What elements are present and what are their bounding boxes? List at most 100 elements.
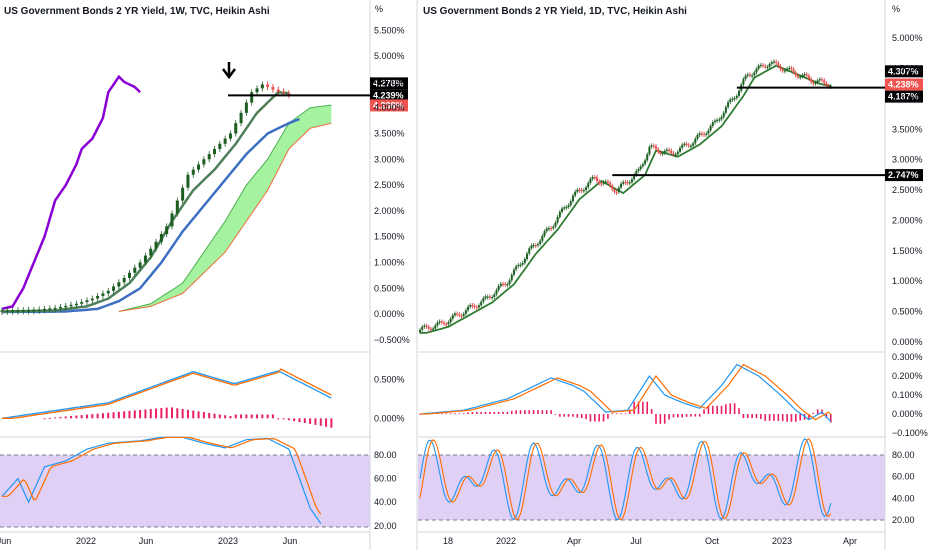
right-candle xyxy=(689,145,692,147)
right-macd-bar xyxy=(510,410,513,414)
right-candle xyxy=(654,146,657,149)
right-price-tag-label: 2.747% xyxy=(888,170,919,180)
right-candle xyxy=(733,98,736,100)
right-macd-bar xyxy=(637,401,640,414)
right-candle xyxy=(624,181,627,184)
right-macd-bar xyxy=(663,414,666,424)
right-candle xyxy=(716,119,719,122)
right-macd-bar xyxy=(764,414,767,421)
right-macd-bar xyxy=(751,414,753,419)
left-macd-bar xyxy=(70,416,73,419)
left-candle xyxy=(276,89,280,92)
left-macd-bar xyxy=(176,408,179,419)
right-macd-bar xyxy=(677,414,679,418)
right-macd-tick: 0.200% xyxy=(892,371,923,381)
left-macd-bar xyxy=(202,412,205,419)
right-candle xyxy=(598,180,601,184)
right-candle xyxy=(668,149,671,151)
left-macd-bar xyxy=(117,411,120,419)
right-chart-title: US Government Bonds 2 YR Yield, 1D, TVC,… xyxy=(423,6,687,17)
right-candle xyxy=(565,207,568,209)
left-candle xyxy=(11,310,15,312)
right-stoch-k-line xyxy=(419,438,832,521)
right-candle xyxy=(423,325,426,327)
left-macd-line xyxy=(1,370,332,419)
right-macd-bar xyxy=(589,414,592,422)
right-macd-bar xyxy=(462,413,465,415)
left-candle xyxy=(96,295,100,299)
right-macd-bar xyxy=(476,411,478,414)
left-candle xyxy=(106,290,110,294)
right-macd-bar xyxy=(777,414,780,421)
right-candle xyxy=(744,75,747,80)
left-macd-bar xyxy=(96,413,99,419)
left-stoch-tick: 20.00 xyxy=(374,521,397,531)
right-macd-bar xyxy=(746,414,749,419)
right-macd-bar xyxy=(458,413,461,415)
right-macd-bar xyxy=(773,414,775,421)
left-candle xyxy=(250,92,254,103)
right-macd-bar xyxy=(795,414,797,422)
right-candle xyxy=(829,85,832,87)
left-candle xyxy=(58,306,62,309)
left-macd-bar xyxy=(309,418,312,424)
left-candle xyxy=(143,255,147,263)
right-candle xyxy=(700,133,703,135)
right-candle xyxy=(751,75,754,77)
right-candle xyxy=(558,211,561,217)
left-macd-bar xyxy=(54,417,57,419)
right-candle xyxy=(707,130,710,134)
right-time-tick: Apr xyxy=(843,536,857,546)
right-candle xyxy=(543,231,546,236)
left-time-tick: 2023 xyxy=(218,536,238,546)
left-macd-bar xyxy=(155,408,158,419)
right-candle xyxy=(620,183,623,188)
right-candle xyxy=(574,191,577,196)
left-candle xyxy=(282,91,286,94)
right-macd-bar xyxy=(585,414,587,420)
right-macd-bar xyxy=(624,413,627,415)
left-macd-bar xyxy=(277,418,280,420)
left-chart-title: US Government Bonds 2 YR Yield, 1W, TVC,… xyxy=(4,6,270,17)
right-candle xyxy=(633,174,636,180)
right-candle xyxy=(766,66,769,68)
right-candle xyxy=(515,266,518,270)
left-macd-bar xyxy=(224,415,227,419)
right-candle xyxy=(762,64,765,67)
right-candle xyxy=(477,305,480,308)
left-macd-bar xyxy=(186,409,189,419)
right-candle xyxy=(790,67,793,70)
left-price-tick: 4.000% xyxy=(374,103,405,113)
right-time-tick: Oct xyxy=(705,536,720,546)
right-candle xyxy=(657,148,660,152)
right-candle xyxy=(467,306,470,311)
right-macd-bar xyxy=(707,405,710,414)
right-time-tick: 18 xyxy=(443,536,453,546)
right-candle xyxy=(807,75,810,79)
right-macd-bar xyxy=(659,414,662,424)
right-candle xyxy=(805,74,808,76)
left-macd-bar xyxy=(75,415,78,419)
right-macd-bar xyxy=(567,414,570,417)
left-stoch-tick: 60.00 xyxy=(374,474,397,484)
right-macd-bar xyxy=(729,403,732,414)
right-macd-bar xyxy=(572,414,574,417)
right-unit-label: % xyxy=(892,4,900,14)
left-price-tag xyxy=(370,77,408,90)
right-macd-bar xyxy=(694,414,697,417)
right-candle xyxy=(646,154,649,161)
right-price-tag-label: 4.307% xyxy=(888,66,919,76)
right-candle xyxy=(429,328,432,330)
right-candle xyxy=(720,117,723,120)
right-candle xyxy=(523,259,526,263)
right-macd-bar xyxy=(799,414,801,421)
right-ma-line xyxy=(420,64,831,334)
right-macd-tick: 0.300% xyxy=(892,352,923,362)
left-candle xyxy=(202,159,206,165)
right-candle xyxy=(823,80,826,84)
right-candle xyxy=(792,69,795,73)
right-macd-bar xyxy=(576,414,579,418)
right-candle xyxy=(495,290,498,295)
left-macd-bar xyxy=(128,410,131,419)
right-candle xyxy=(821,79,824,81)
